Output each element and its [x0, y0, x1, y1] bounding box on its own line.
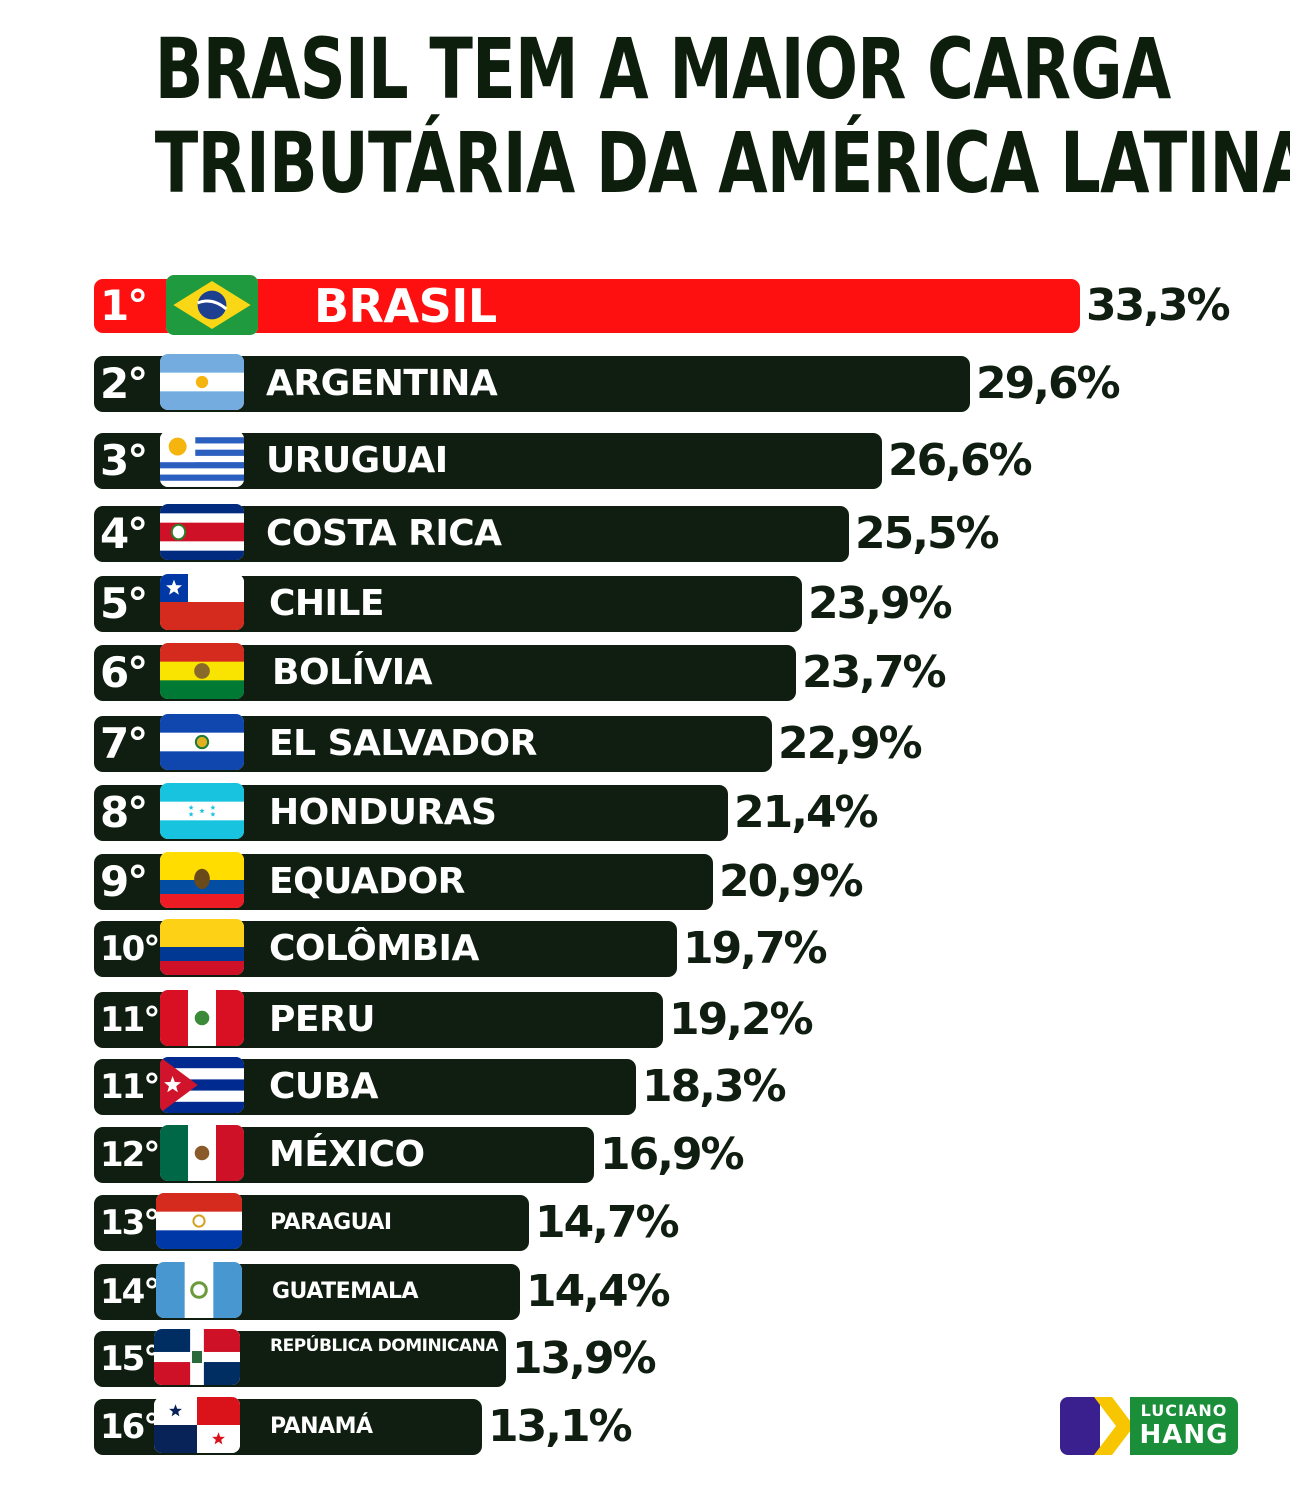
- rank-label: 16°: [100, 1407, 160, 1447]
- value-label: 13,1%: [488, 1401, 633, 1452]
- value-label: 21,4%: [734, 787, 879, 838]
- chart-row: 8° HONDURAS 21,4%: [94, 783, 879, 841]
- country-label: EL SALVADOR: [269, 723, 537, 764]
- country-label: BOLÍVIA: [272, 652, 433, 693]
- logo-purple-stripe: [1060, 1397, 1100, 1455]
- costa-rica-flag-icon: [160, 504, 244, 560]
- rank-label: 4°: [100, 509, 148, 558]
- bolivia-flag-icon: [160, 643, 244, 699]
- rank-label: 15°: [100, 1339, 160, 1379]
- chart-row: 3° URUGUAI 26,6%: [94, 431, 1033, 489]
- value-label: 14,4%: [526, 1266, 671, 1317]
- country-label: CUBA: [269, 1066, 378, 1107]
- value-label: 26,6%: [888, 435, 1033, 486]
- chart-row: 1° BRASIL 33,3%: [94, 275, 1231, 335]
- chart-row: 9° EQUADOR 20,9%: [94, 852, 864, 910]
- value-label: 29,6%: [976, 358, 1121, 409]
- country-label: REPÚBLICA DOMINICANA: [270, 1336, 499, 1356]
- rank-label: 2°: [100, 359, 148, 408]
- colombia-flag-icon: [160, 919, 244, 975]
- rank-label: 7°: [100, 719, 148, 768]
- cuba-flag-icon: [160, 1057, 244, 1113]
- chart-row: 11° CUBA 18,3%: [94, 1057, 787, 1115]
- value-label: 25,5%: [855, 508, 1000, 559]
- value-label: 20,9%: [719, 856, 864, 907]
- rank-label: 14°: [100, 1272, 160, 1312]
- panama-flag-icon: [154, 1397, 240, 1453]
- rank-label: 5°: [100, 579, 148, 628]
- value-label: 33,3%: [1086, 280, 1231, 331]
- country-label: URUGUAI: [266, 440, 448, 481]
- value-label: 19,7%: [683, 923, 828, 974]
- value-label: 13,9%: [512, 1333, 657, 1384]
- rank-label: 6°: [100, 648, 148, 697]
- chart-row: 7° EL SALVADOR 22,9%: [94, 714, 923, 772]
- value-label: 22,9%: [778, 718, 923, 769]
- chart-title-line-1: BRASIL TEM A MAIOR CARGA: [154, 20, 1171, 118]
- chart-row: 2° ARGENTINA 29,6%: [94, 354, 1121, 412]
- rank-label: 1°: [100, 281, 148, 330]
- logo-text: LUCIANO HANG: [1132, 1401, 1236, 1449]
- rank-label: 9°: [100, 857, 148, 906]
- rank-label: 3°: [100, 436, 148, 485]
- value-label: 23,7%: [802, 647, 947, 698]
- chart-row: 6° BOLÍVIA 23,7%: [94, 643, 947, 701]
- country-label: COSTA RICA: [266, 513, 502, 554]
- country-label: EQUADOR: [269, 861, 465, 902]
- chart-row: 13° PARAGUAI 14,7%: [94, 1193, 680, 1251]
- rank-label: 11°: [100, 1067, 160, 1107]
- country-label: PARAGUAI: [270, 1210, 392, 1235]
- chart-row: 4° COSTA RICA 25,5%: [94, 504, 1000, 562]
- rank-label: 10°: [100, 929, 160, 969]
- logo-yellow-chevron: [1094, 1397, 1134, 1455]
- mexico-flag-icon: [160, 1125, 244, 1181]
- country-label: MÉXICO: [269, 1134, 425, 1175]
- guatemala-flag-icon: [156, 1262, 242, 1318]
- dominican-republic-flag-icon: [154, 1329, 240, 1385]
- chart-bar: [94, 279, 1080, 333]
- chile-flag-icon: [160, 574, 244, 630]
- rank-label: 11°: [100, 1000, 160, 1040]
- rank-label: 13°: [100, 1203, 160, 1243]
- chart-row: 11° PERU 19,2%: [94, 990, 814, 1048]
- chart-row: 12° MÉXICO 16,9%: [94, 1125, 745, 1183]
- chart-row: 5° CHILE 23,9%: [94, 574, 953, 632]
- country-label: PERU: [269, 999, 375, 1040]
- value-label: 16,9%: [600, 1129, 745, 1180]
- value-label: 14,7%: [535, 1197, 680, 1248]
- country-label: BRASIL: [314, 279, 497, 333]
- chart-row: 14° GUATEMALA 14,4%: [94, 1262, 671, 1320]
- luciano-hang-logo: LUCIANO HANG: [1060, 1397, 1238, 1455]
- country-label: PANAMÁ: [270, 1414, 373, 1439]
- logo-green-panel: [1130, 1397, 1238, 1455]
- rank-label: 12°: [100, 1135, 160, 1175]
- country-label: GUATEMALA: [272, 1279, 419, 1304]
- country-label: ARGENTINA: [266, 363, 498, 404]
- uruguay-flag-icon: [160, 431, 244, 487]
- brazil-flag-icon: [166, 275, 258, 335]
- country-label: CHILE: [269, 583, 384, 624]
- chart-row: 15° REPÚBLICA DOMINICANA 13,9%: [94, 1329, 657, 1387]
- chart-row: 10° COLÔMBIA 19,7%: [94, 919, 828, 977]
- argentina-flag-icon: [160, 354, 244, 410]
- logo-line-2: HANG: [1139, 1420, 1229, 1450]
- country-label: COLÔMBIA: [269, 928, 479, 969]
- value-label: 19,2%: [669, 994, 814, 1045]
- honduras-flag-icon: [160, 783, 244, 839]
- rank-label: 8°: [100, 788, 148, 837]
- peru-flag-icon: [160, 990, 244, 1046]
- chart-title-line-2: TRIBUTÁRIA DA AMÉRICA LATINA!: [154, 114, 1290, 212]
- value-label: 18,3%: [642, 1061, 787, 1112]
- chart-title: BRASIL TEM A MAIOR CARGA TRIBUTÁRIA DA A…: [154, 20, 1290, 212]
- country-label: HONDURAS: [269, 792, 497, 833]
- paraguay-flag-icon: [156, 1193, 242, 1249]
- el-salvador-flag-icon: [160, 714, 244, 770]
- chart-row: 16° PANAMÁ 13,1%: [94, 1397, 633, 1455]
- value-label: 23,9%: [808, 578, 953, 629]
- logo-line-1: LUCIANO: [1140, 1401, 1228, 1420]
- ecuador-flag-icon: [160, 852, 244, 908]
